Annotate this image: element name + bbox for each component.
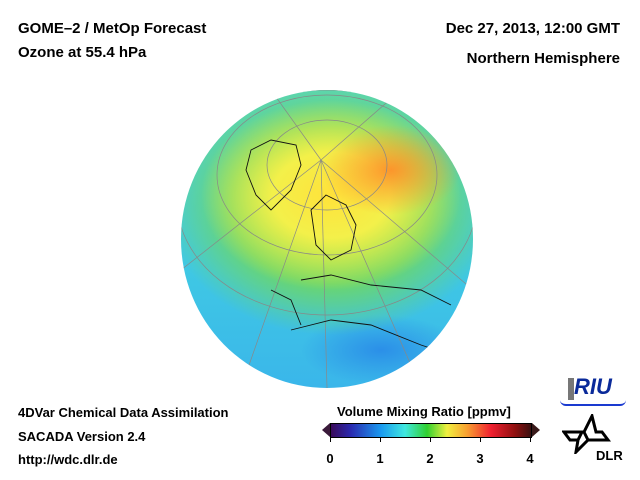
colorbar-tick-label: 3	[476, 451, 484, 466]
region-label: Northern Hemisphere	[466, 50, 620, 67]
colorbar-tick	[480, 438, 481, 442]
colorbar-min-arrow	[322, 423, 330, 437]
product-title: GOME–2 / MetOp Forecast	[18, 20, 207, 37]
colorbar-tick	[530, 438, 531, 442]
product-subtitle: Ozone at 55.4 hPa	[18, 44, 147, 61]
colorbar-tick-label: 1	[376, 451, 384, 466]
method-label: 4DVar Chemical Data Assimilation	[18, 405, 229, 420]
riu-logo: RIU	[560, 372, 630, 406]
graticule	[181, 90, 473, 388]
colorbar-max-arrow	[532, 423, 540, 437]
dlr-logo: DLR	[561, 411, 632, 466]
colorbar-tick-label: 2	[426, 451, 434, 466]
website-link[interactable]: http://wdc.dlr.de	[18, 452, 118, 467]
colorbar-tick-label: 0	[326, 451, 334, 466]
colorbar-tick	[380, 438, 381, 442]
ozone-globe-map	[181, 90, 473, 388]
forecast-date: Dec 27, 2013, 12:00 GMT	[445, 20, 620, 37]
coastlines	[245, 139, 452, 356]
colorbar-tick	[430, 438, 431, 442]
colorbar-tick-label: 4	[526, 451, 534, 466]
colorbar-tick	[330, 438, 331, 442]
dlr-emblem-icon	[561, 411, 611, 457]
colorbar-title: Volume Mixing Ratio [ppmv]	[337, 404, 511, 419]
colorbar	[330, 423, 532, 438]
version-label: SACADA Version 2.4	[18, 429, 146, 444]
